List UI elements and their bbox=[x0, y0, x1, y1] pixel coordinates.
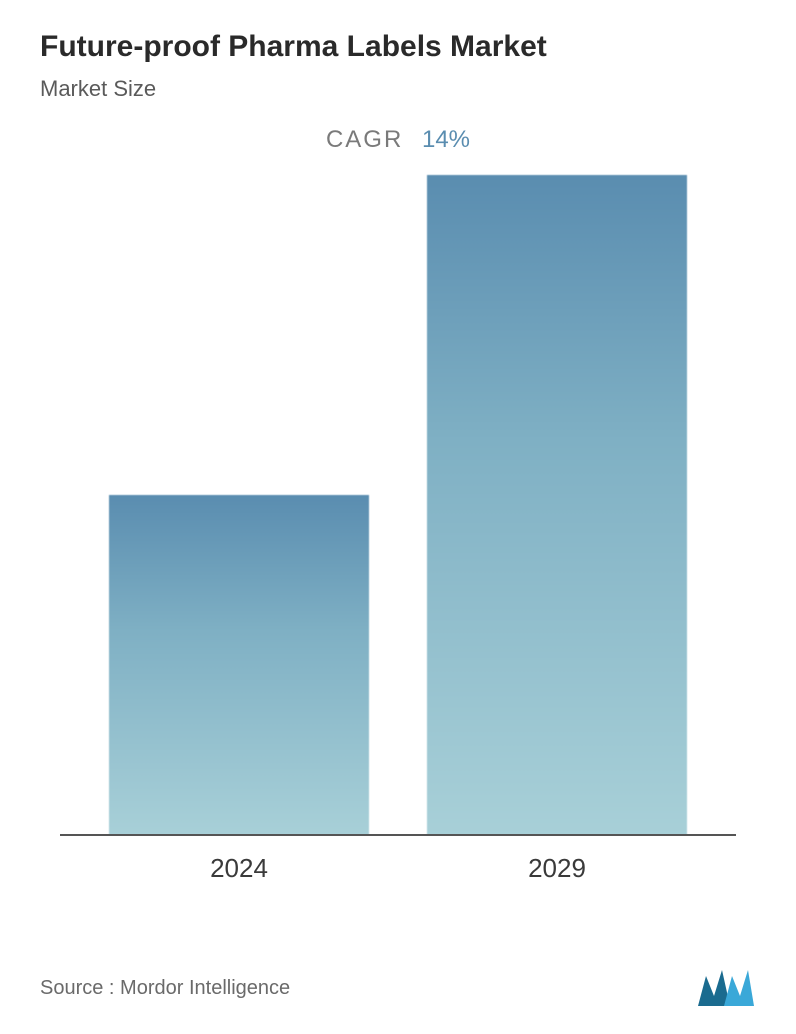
source-name: Mordor Intelligence bbox=[120, 977, 290, 999]
chart-area: 2024 2029 bbox=[40, 184, 756, 884]
chart-subtitle: Market Size bbox=[40, 76, 756, 102]
bar-label-0: 2024 bbox=[210, 853, 268, 884]
cagr-label: CAGR bbox=[326, 126, 403, 153]
bar-group-1: 2029 bbox=[427, 175, 687, 884]
cagr-value: 14% bbox=[422, 126, 470, 153]
bar-1 bbox=[427, 175, 687, 835]
bar-0 bbox=[109, 495, 369, 835]
bar-label-1: 2029 bbox=[528, 853, 586, 884]
footer: Source : Mordor Intelligence bbox=[40, 968, 756, 1008]
bar-group-0: 2024 bbox=[109, 495, 369, 884]
source-label: Source : bbox=[40, 977, 114, 999]
brand-logo-icon bbox=[696, 968, 756, 1008]
chart-baseline bbox=[60, 834, 736, 836]
cagr-container: CAGR 14% bbox=[40, 126, 756, 154]
chart-title: Future-proof Pharma Labels Market bbox=[40, 30, 756, 64]
source-text: Source : Mordor Intelligence bbox=[40, 977, 290, 1000]
